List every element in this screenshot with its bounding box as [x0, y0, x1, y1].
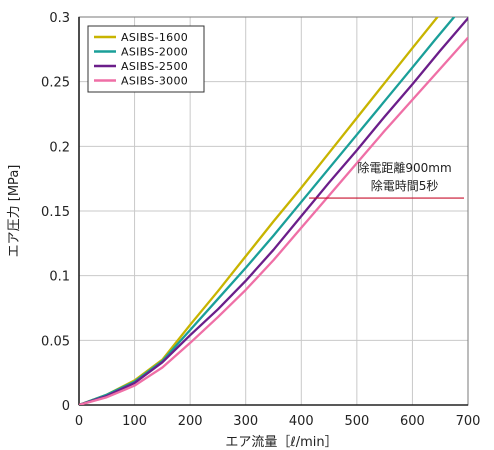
x-tick-label: 700 — [456, 414, 481, 429]
annotation-label-distance: 除電距離900mm — [357, 160, 451, 175]
x-axis-ticks: 0 100 200 300 400 500 600 700 — [75, 414, 481, 429]
y-tick-label: 0.1 — [49, 270, 70, 285]
legend-label: ASIBS-2000 — [121, 46, 188, 59]
series-layer — [79, 17, 468, 405]
series-line-asibs-2500 — [79, 17, 468, 405]
y-tick-label: 0.15 — [41, 205, 70, 220]
y-tick-label: 0 — [62, 399, 70, 414]
legend-label: ASIBS-2500 — [121, 60, 188, 73]
x-tick-label: 500 — [344, 414, 369, 429]
x-tick-label: 400 — [289, 414, 314, 429]
y-tick-label: 0.05 — [41, 334, 70, 349]
legend-label: ASIBS-1600 — [121, 31, 188, 44]
annotation: 除電距離900mm 除電時間5秒 — [309, 160, 464, 199]
y-tick-label: 0.2 — [49, 140, 70, 155]
y-tick-label: 0.25 — [41, 76, 70, 91]
y-axis-title: エア圧力 [MPa] — [7, 165, 22, 258]
y-axis-ticks: 0 0.05 0.1 0.15 0.2 0.25 0.3 — [41, 11, 70, 414]
x-axis-title: エア流量［ℓ/min］ — [225, 435, 337, 450]
legend-label: ASIBS-3000 — [121, 75, 188, 88]
x-tick-label: 200 — [178, 414, 203, 429]
annotation-label-time: 除電時間5秒 — [371, 178, 439, 193]
series-line-asibs-3000 — [79, 36, 468, 405]
x-tick-label: 0 — [75, 414, 83, 429]
y-tick-label: 0.3 — [49, 11, 70, 26]
x-tick-label: 600 — [400, 414, 425, 429]
plot-frame — [78, 16, 469, 406]
x-tick-label: 300 — [233, 414, 258, 429]
x-tick-label: 100 — [122, 414, 147, 429]
